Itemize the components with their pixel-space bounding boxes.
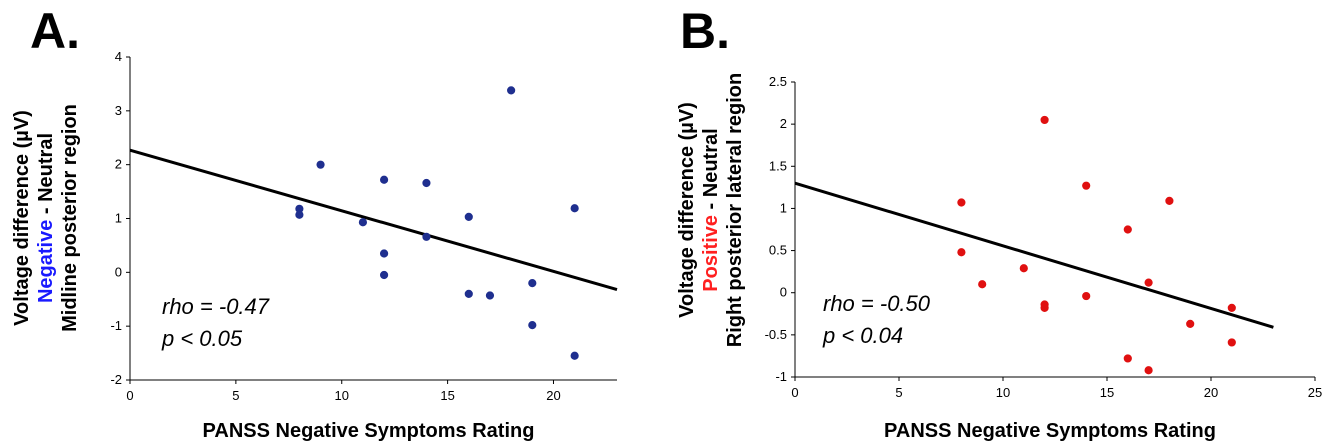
y-tick-label: -0.5	[765, 327, 787, 342]
x-tick-label: 5	[895, 385, 902, 400]
trend-line	[129, 148, 618, 292]
y-tick-label: 2.5	[769, 74, 787, 89]
data-point	[358, 218, 368, 227]
y-axis-label-segment: Midline posterior region	[59, 104, 81, 332]
rho-annotation: rho = -0.50	[823, 291, 931, 316]
y-axis-label-line: Midline posterior region	[59, 104, 81, 332]
y-tick-label: 2	[115, 157, 122, 172]
data-point	[1082, 181, 1091, 190]
x-tick-label: 15	[440, 388, 454, 403]
p-value-annotation: p < 0.05	[161, 326, 243, 351]
x-tick-label: 25	[1308, 385, 1322, 400]
rho-annotation: rho = -0.47	[162, 294, 270, 319]
y-tick-label: -2	[110, 372, 122, 387]
data-point	[485, 291, 495, 300]
x-tick-label: 10	[335, 388, 349, 403]
x-tick-label: 0	[791, 385, 798, 400]
y-tick-label: 1	[115, 211, 122, 226]
data-point	[507, 86, 516, 95]
x-tick-label: 20	[1204, 385, 1218, 400]
data-point	[528, 279, 537, 288]
y-axis-label-segment: Right posterior lateral region	[724, 73, 746, 347]
data-point	[1040, 115, 1049, 125]
data-point	[978, 280, 987, 289]
data-point	[1186, 319, 1195, 328]
y-tick-label: 0	[115, 264, 122, 279]
data-point	[422, 178, 431, 188]
x-tick-label: 20	[546, 388, 560, 403]
y-axis-label-segment: - Neutral	[700, 128, 722, 215]
y-axis-label-segment: - Neutral	[35, 133, 57, 220]
x-axis-label: PANSS Negative Symptoms Rating	[203, 420, 535, 442]
data-point	[1019, 264, 1028, 273]
data-point	[1144, 278, 1153, 287]
data-point	[379, 249, 389, 258]
x-axis-label: PANSS Negative Symptoms Rating	[884, 420, 1216, 442]
y-axis-label-segment: Negative	[35, 220, 57, 303]
panel-label: A.	[30, 3, 80, 59]
x-tick-label: 5	[232, 388, 239, 403]
y-tick-label: 2	[780, 116, 787, 131]
y-axis-label-line: Negative - Neutral	[35, 133, 57, 303]
panel-a: A. -2 -1 0 1 2 3 4 0 5 10 15 20 PANSS Negative Sympto…	[11, 3, 618, 442]
data-point	[957, 198, 966, 207]
data-point	[957, 248, 966, 257]
data-point	[1040, 303, 1049, 312]
data-point	[464, 212, 473, 221]
y-tick-label: 0	[780, 285, 787, 300]
y-tick-label: 0.5	[769, 243, 787, 258]
x-tick-label: 15	[1100, 385, 1114, 400]
data-point	[1082, 291, 1091, 301]
data-point	[379, 270, 389, 280]
y-tick-label: 3	[115, 103, 122, 118]
data-point	[316, 160, 325, 169]
y-tick-label: 1.5	[769, 158, 787, 173]
p-value-annotation: p < 0.04	[822, 323, 903, 348]
data-point	[1144, 366, 1153, 375]
data-point	[464, 289, 473, 298]
y-tick-label: 1	[780, 200, 787, 215]
y-axis-label-segment: Voltage difference (µV)	[676, 102, 698, 318]
y-axis-label-segment: Voltage difference (µV)	[11, 110, 33, 326]
y-axis-label-line: Positive - Neutral	[700, 128, 722, 291]
data-point	[1165, 196, 1174, 205]
panel-b: B. -1 -0.5 0 0.5 1 1.5 2 2.5 0 5 10 15 20 25 PANSS Nega…	[676, 3, 1322, 442]
data-point	[1123, 225, 1132, 234]
data-point	[422, 232, 431, 241]
panel-label: B.	[680, 3, 730, 59]
y-tick-label: -1	[110, 318, 122, 333]
data-point	[1227, 338, 1236, 347]
y-tick-label: -1	[775, 369, 787, 384]
y-tick-label: 4	[115, 49, 122, 64]
y-axis-label-line: Voltage difference (µV)	[676, 102, 698, 318]
x-tick-label: 10	[996, 385, 1010, 400]
data-point	[528, 320, 537, 330]
data-point	[1123, 354, 1132, 363]
y-axis-label-line: Right posterior lateral region	[724, 73, 746, 347]
y-axis-label-segment: Positive	[700, 215, 722, 292]
data-point	[1227, 303, 1236, 312]
data-point	[295, 210, 304, 219]
x-tick-label: 0	[126, 388, 133, 403]
trend-line	[794, 181, 1274, 329]
data-point	[570, 204, 579, 213]
data-point	[570, 351, 579, 360]
y-axis-label-line: Voltage difference (µV)	[11, 110, 33, 326]
data-point	[379, 175, 389, 184]
